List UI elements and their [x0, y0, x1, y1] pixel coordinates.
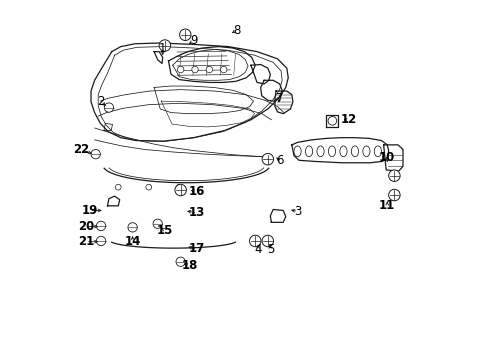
Text: 11: 11: [378, 199, 394, 212]
Text: 6: 6: [275, 154, 283, 167]
Text: 4: 4: [254, 243, 262, 256]
Text: 16: 16: [188, 185, 205, 198]
Text: 3: 3: [294, 205, 302, 218]
Text: 5: 5: [266, 243, 273, 256]
Text: 2: 2: [97, 95, 104, 108]
Circle shape: [388, 170, 399, 181]
Circle shape: [128, 223, 137, 232]
Circle shape: [262, 153, 273, 165]
Circle shape: [179, 29, 191, 41]
Text: 20: 20: [78, 220, 94, 233]
Circle shape: [153, 219, 162, 228]
Text: 9: 9: [189, 34, 197, 48]
Text: 19: 19: [81, 204, 98, 217]
Circle shape: [96, 221, 105, 230]
Text: 17: 17: [189, 242, 205, 255]
Text: 8: 8: [232, 24, 240, 37]
Text: 13: 13: [189, 207, 205, 220]
Text: 1: 1: [159, 41, 166, 54]
Circle shape: [176, 257, 185, 266]
Circle shape: [177, 66, 183, 73]
Circle shape: [96, 236, 105, 246]
Text: 14: 14: [124, 235, 141, 248]
Text: 22: 22: [73, 143, 89, 156]
Circle shape: [159, 40, 170, 51]
Text: 10: 10: [378, 151, 394, 164]
Text: 15: 15: [156, 224, 173, 237]
Circle shape: [175, 184, 186, 196]
Circle shape: [249, 235, 261, 247]
Text: 18: 18: [182, 259, 198, 272]
Circle shape: [91, 149, 100, 159]
Circle shape: [220, 66, 226, 73]
Circle shape: [104, 103, 113, 112]
Circle shape: [327, 117, 336, 125]
Circle shape: [388, 189, 399, 201]
Text: 12: 12: [341, 113, 357, 126]
Circle shape: [262, 235, 273, 247]
Circle shape: [206, 66, 212, 73]
Circle shape: [191, 66, 198, 73]
Text: 21: 21: [78, 235, 94, 248]
Text: 7: 7: [275, 92, 283, 105]
